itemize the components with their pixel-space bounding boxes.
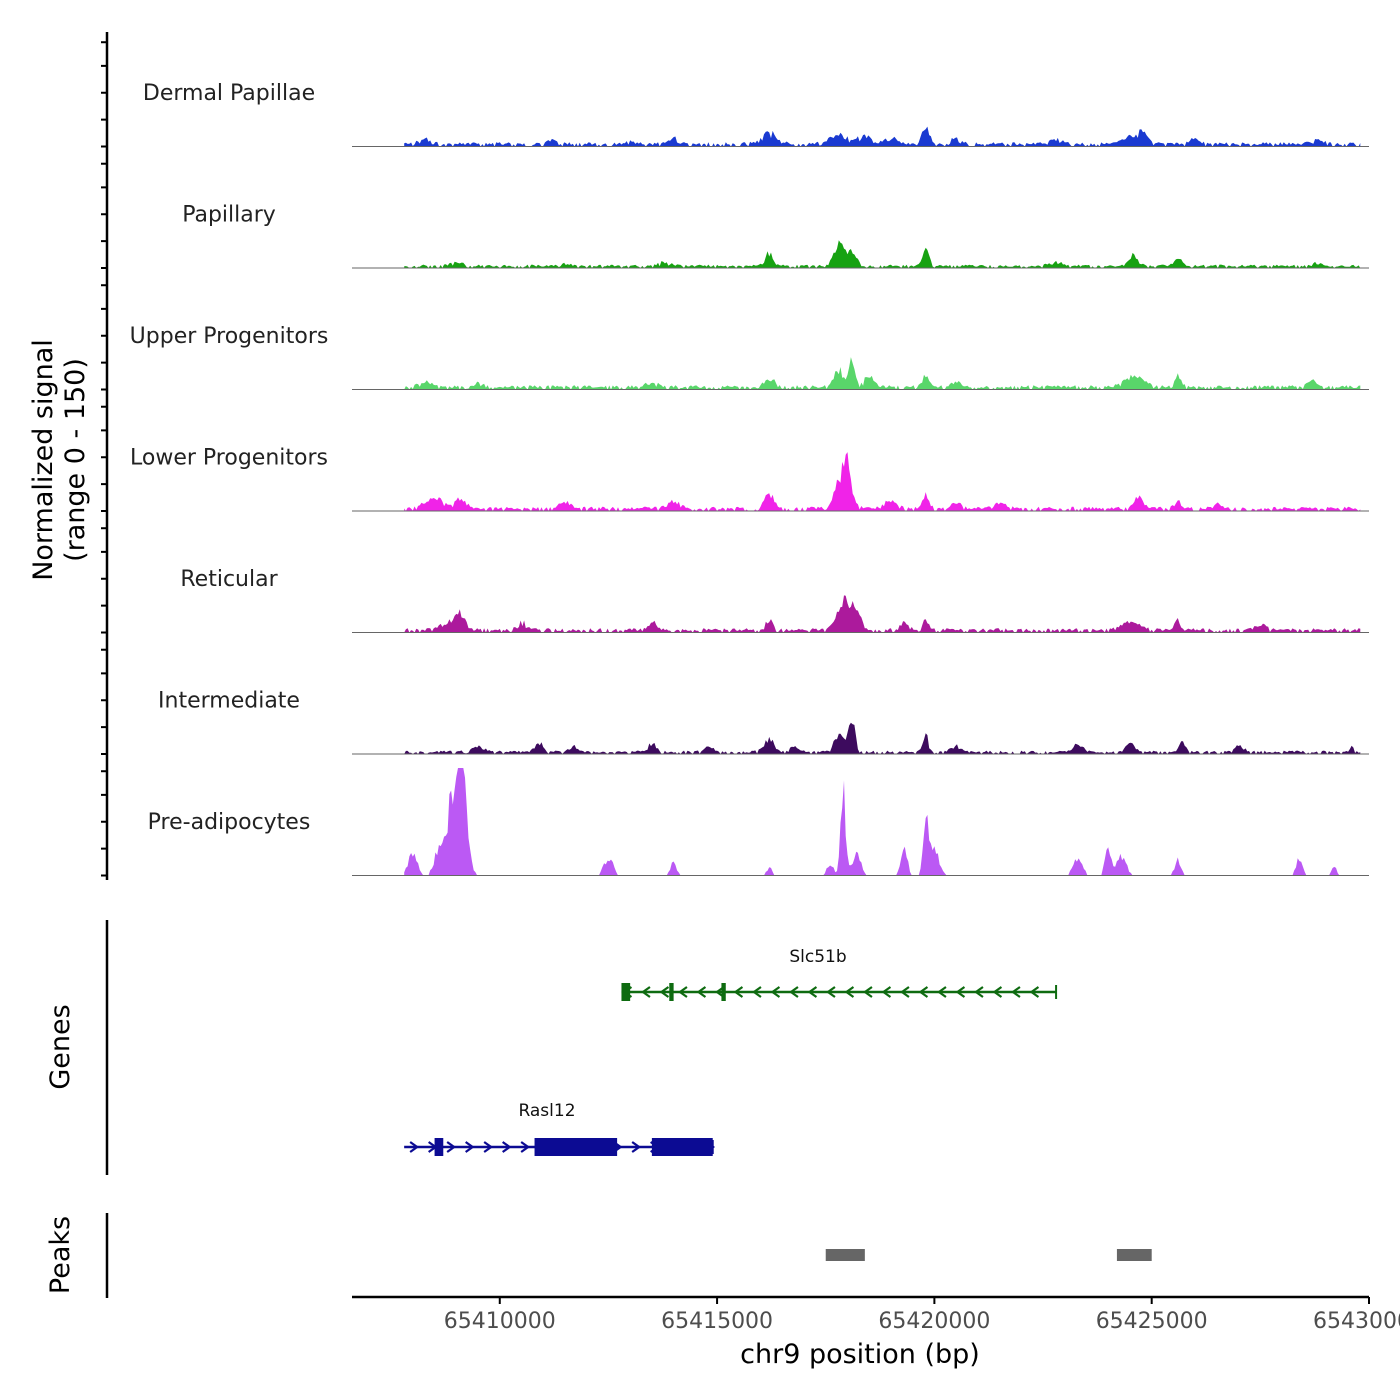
strand-arrow bbox=[955, 986, 966, 998]
coverage-track: Upper Progenitors bbox=[130, 324, 1369, 390]
coverage-track: Intermediate bbox=[158, 689, 1369, 755]
strand-arrow bbox=[631, 1141, 642, 1153]
coverage-track: Reticular bbox=[180, 567, 1369, 633]
strand-arrow bbox=[992, 986, 1003, 998]
strand-arrow bbox=[409, 1141, 420, 1153]
gene-model: Rasl12 bbox=[404, 1101, 716, 1156]
strand-arrow bbox=[918, 986, 929, 998]
track-label: Upper Progenitors bbox=[130, 324, 329, 349]
coverage-tracks: Dermal Papillae Papillary Upper Progenitor… bbox=[130, 81, 1369, 876]
x-tick-label: 65425000 bbox=[1096, 1309, 1208, 1334]
gene-exon bbox=[669, 983, 674, 1001]
gene-exon bbox=[651, 1138, 713, 1156]
gene-label: Rasl12 bbox=[518, 1101, 575, 1121]
strand-arrow bbox=[900, 986, 910, 998]
gene-exon bbox=[534, 1138, 618, 1156]
y-axis-title-line2: (range 0 - 150) bbox=[60, 358, 91, 562]
strand-arrow bbox=[881, 986, 892, 998]
track-label: Papillary bbox=[182, 203, 276, 228]
strand-arrow bbox=[465, 1141, 475, 1153]
strand-arrow bbox=[974, 986, 984, 998]
peaks-axis-title: Peaks bbox=[45, 1216, 76, 1294]
strand-arrow bbox=[844, 986, 855, 998]
signal-area bbox=[404, 126, 1361, 147]
signal-area bbox=[404, 768, 1361, 876]
peak-annotation-panel bbox=[825, 1249, 1152, 1261]
gene-exon bbox=[434, 1138, 444, 1156]
signal-area bbox=[404, 452, 1361, 511]
x-axis-title: chr9 position (bp) bbox=[740, 1339, 980, 1370]
genes-axis-title: Genes bbox=[45, 1004, 76, 1089]
track-label: Lower Progenitors bbox=[130, 446, 328, 471]
strand-arrow bbox=[520, 1141, 531, 1153]
coverage-track: Papillary bbox=[182, 203, 1369, 269]
x-tick-label: 65430000 bbox=[1313, 1309, 1400, 1334]
strand-arrow bbox=[826, 986, 836, 998]
strand-arrow bbox=[696, 986, 707, 998]
y-axis-title: Normalized signal (range 0 - 150) bbox=[28, 339, 91, 581]
strand-arrow bbox=[446, 1141, 457, 1153]
strand-arrow bbox=[733, 986, 744, 998]
strand-arrow bbox=[678, 986, 688, 998]
gene-annotation-panel: Slc51b Rasl12 bbox=[404, 947, 1058, 1156]
strand-arrow bbox=[1011, 986, 1021, 998]
coverage-track: Pre-adipocytes bbox=[148, 768, 1369, 876]
x-axis-ticks: 65410000 65415000 65420000 65425000 65430000 bbox=[444, 1297, 1400, 1334]
strand-arrow bbox=[937, 986, 947, 998]
coverage-y-axis-ticks bbox=[101, 41, 107, 877]
strand-arrow bbox=[863, 986, 873, 998]
strand-arrow bbox=[789, 986, 799, 998]
x-tick-label: 65415000 bbox=[661, 1309, 773, 1334]
strand-arrow bbox=[641, 986, 651, 998]
gene-model: Slc51b bbox=[621, 947, 1058, 1001]
track-label: Dermal Papillae bbox=[143, 81, 315, 106]
strand-arrow bbox=[483, 1141, 494, 1153]
peaks-panel-label: Peaks bbox=[45, 1216, 76, 1294]
track-label: Pre-adipocytes bbox=[148, 810, 311, 835]
signal-area bbox=[404, 722, 1361, 754]
signal-area bbox=[404, 595, 1361, 633]
strand-arrow bbox=[807, 986, 818, 998]
peak-region bbox=[1116, 1249, 1152, 1261]
strand-arrow bbox=[752, 986, 762, 998]
strand-arrow bbox=[1029, 986, 1040, 998]
strand-arrow bbox=[502, 1141, 512, 1153]
genes-panel-label: Genes bbox=[45, 1004, 76, 1089]
track-label: Reticular bbox=[180, 567, 278, 592]
gene-exon bbox=[721, 983, 726, 1001]
x-tick-label: 65410000 bbox=[444, 1309, 556, 1334]
strand-arrow bbox=[770, 986, 781, 998]
signal-area bbox=[404, 240, 1361, 268]
coverage-track: Dermal Papillae bbox=[143, 81, 1369, 147]
coverage-track: Lower Progenitors bbox=[130, 446, 1369, 512]
peak-region bbox=[825, 1249, 865, 1261]
gene-label: Slc51b bbox=[789, 947, 846, 967]
signal-area bbox=[404, 357, 1361, 390]
y-axis-title-line1: Normalized signal bbox=[28, 339, 59, 581]
track-label: Intermediate bbox=[158, 689, 300, 714]
x-tick-label: 65420000 bbox=[878, 1309, 990, 1334]
strand-arrow bbox=[659, 986, 670, 998]
gene-exon bbox=[621, 983, 631, 1001]
